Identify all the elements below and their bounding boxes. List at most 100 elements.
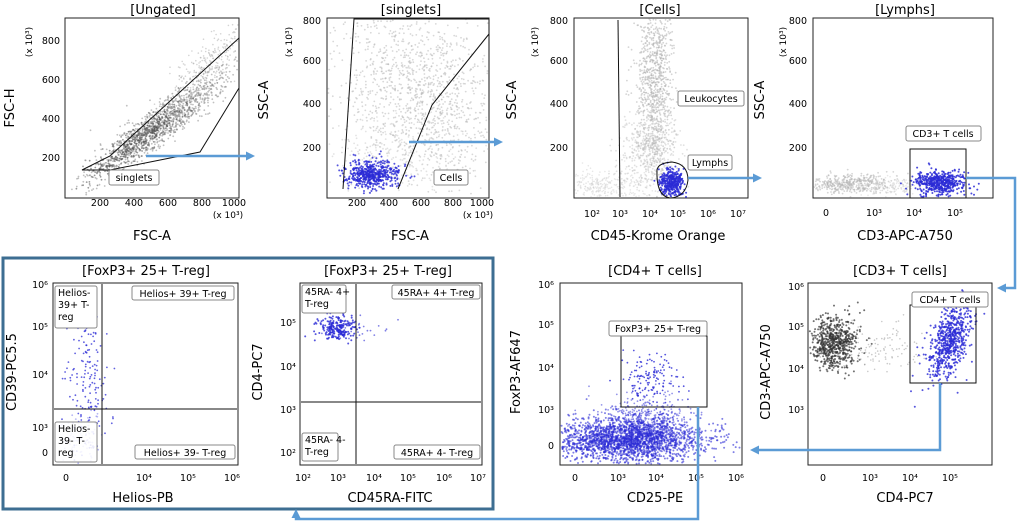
data-point bbox=[648, 98, 650, 100]
data-point bbox=[387, 164, 390, 167]
data-point bbox=[660, 83, 663, 86]
data-point bbox=[648, 33, 651, 36]
data-point bbox=[380, 61, 383, 64]
data-point bbox=[462, 45, 465, 48]
data-point bbox=[638, 176, 641, 179]
data-point bbox=[198, 79, 200, 81]
data-point bbox=[390, 158, 393, 161]
data-point bbox=[437, 135, 440, 138]
data-point bbox=[228, 70, 231, 73]
data-point bbox=[374, 180, 377, 183]
data-point bbox=[206, 85, 209, 88]
data-point bbox=[462, 40, 465, 42]
data-point bbox=[369, 31, 372, 34]
data-point bbox=[637, 24, 639, 26]
data-point bbox=[670, 114, 673, 117]
data-point bbox=[380, 166, 383, 169]
data-point bbox=[648, 43, 651, 45]
data-point bbox=[329, 52, 332, 55]
data-point bbox=[175, 114, 178, 117]
data-point bbox=[386, 54, 389, 57]
data-point bbox=[201, 68, 204, 71]
data-point bbox=[458, 107, 460, 109]
data-point bbox=[474, 136, 476, 139]
data-point bbox=[383, 144, 386, 146]
data-point bbox=[663, 146, 666, 149]
data-point bbox=[441, 38, 444, 41]
data-point bbox=[420, 39, 422, 41]
data-point bbox=[140, 138, 143, 141]
data-point bbox=[374, 176, 377, 179]
data-point bbox=[635, 131, 638, 134]
data-point bbox=[167, 132, 169, 134]
data-point bbox=[376, 116, 378, 118]
data-point bbox=[395, 174, 398, 177]
data-point bbox=[354, 186, 357, 189]
data-point bbox=[420, 96, 423, 98]
data-point bbox=[147, 122, 150, 125]
data-point bbox=[452, 157, 455, 160]
data-point bbox=[474, 175, 477, 178]
data-point bbox=[657, 99, 660, 102]
data-point bbox=[190, 61, 193, 64]
data-point bbox=[628, 156, 631, 159]
data-point bbox=[133, 145, 136, 148]
data-point bbox=[666, 78, 669, 81]
data-point bbox=[144, 137, 147, 139]
data-point bbox=[143, 138, 145, 141]
data-point bbox=[461, 105, 464, 108]
data-point bbox=[144, 115, 147, 118]
data-point bbox=[458, 144, 461, 147]
data-point bbox=[390, 133, 392, 136]
data-point bbox=[660, 54, 663, 57]
data-point bbox=[351, 90, 354, 93]
data-point bbox=[199, 89, 201, 92]
data-point bbox=[440, 106, 443, 109]
data-point bbox=[94, 149, 96, 152]
data-point bbox=[382, 123, 385, 125]
data-point bbox=[208, 68, 211, 70]
data-point bbox=[224, 96, 227, 99]
data-point bbox=[380, 133, 383, 136]
data-point bbox=[650, 145, 652, 148]
data-point bbox=[383, 162, 386, 165]
data-point bbox=[216, 65, 219, 67]
data-point bbox=[636, 111, 638, 113]
data-point bbox=[646, 115, 648, 118]
data-point bbox=[666, 115, 669, 117]
data-point bbox=[215, 66, 218, 69]
data-point bbox=[664, 129, 667, 132]
y-axis-label: SSC-A bbox=[257, 80, 272, 119]
data-point bbox=[457, 64, 459, 66]
data-point bbox=[146, 124, 149, 127]
data-point bbox=[410, 80, 413, 82]
data-point bbox=[482, 60, 484, 63]
data-point bbox=[632, 59, 635, 62]
data-point bbox=[120, 142, 122, 145]
data-point bbox=[218, 67, 220, 69]
data-point bbox=[357, 150, 359, 153]
data-point bbox=[641, 92, 643, 95]
data-point bbox=[477, 116, 479, 119]
data-point bbox=[224, 47, 227, 49]
data-point bbox=[383, 86, 385, 89]
data-point bbox=[445, 133, 448, 135]
data-point bbox=[643, 166, 646, 169]
data-point bbox=[647, 138, 650, 140]
data-point bbox=[418, 68, 421, 71]
data-point bbox=[366, 169, 369, 172]
data-point bbox=[666, 118, 669, 121]
data-point bbox=[465, 103, 468, 105]
data-point bbox=[161, 138, 164, 141]
data-point bbox=[126, 145, 129, 148]
data-point bbox=[127, 160, 129, 163]
data-point bbox=[416, 169, 418, 172]
data-point bbox=[447, 95, 450, 98]
data-point bbox=[182, 99, 185, 101]
data-point bbox=[340, 84, 343, 87]
data-point bbox=[355, 69, 358, 72]
data-point bbox=[331, 95, 334, 98]
data-point bbox=[150, 109, 153, 111]
data-point bbox=[408, 152, 411, 154]
data-point bbox=[371, 188, 374, 191]
